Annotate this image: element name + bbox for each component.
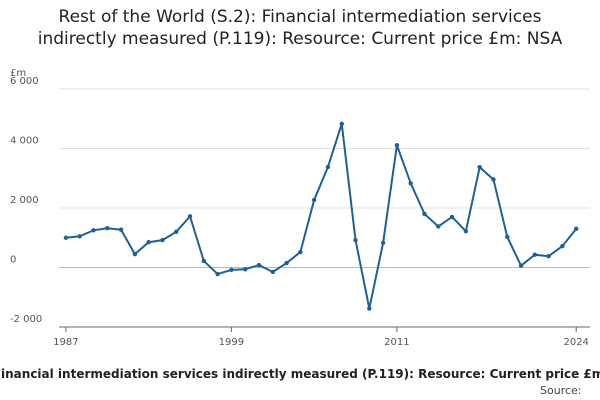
point	[394, 143, 400, 148]
y-tick-label: 0	[10, 255, 16, 266]
point	[256, 262, 262, 268]
point	[477, 165, 482, 170]
point	[353, 237, 358, 243]
y-unit: £m	[10, 68, 26, 79]
point	[532, 252, 538, 257]
point	[380, 240, 386, 246]
y-tick-label: 4 000	[10, 136, 39, 147]
x-tick-label: 1999	[219, 337, 244, 348]
point	[270, 269, 275, 275]
point	[422, 211, 427, 217]
point	[436, 224, 441, 229]
point	[187, 214, 193, 219]
point	[298, 249, 303, 255]
point	[325, 164, 331, 170]
point	[132, 251, 138, 257]
footer: Rest of the World (S.2): Financial inter…	[0, 367, 600, 381]
x-tick-label: 2024	[563, 337, 588, 348]
point	[174, 229, 179, 234]
point	[560, 243, 565, 249]
point	[91, 228, 96, 233]
point	[505, 234, 510, 240]
x-tick-label: 1987	[53, 337, 78, 348]
point	[242, 267, 248, 272]
y-tick-label: 6 000	[10, 76, 39, 87]
point	[408, 181, 413, 186]
point	[367, 306, 372, 311]
point	[215, 271, 220, 277]
point	[229, 267, 234, 273]
series-line	[65, 123, 577, 309]
y-tick-label: 2 000	[10, 195, 39, 206]
point	[284, 260, 289, 266]
point	[449, 214, 455, 220]
point	[63, 235, 69, 240]
x-tick-label: 2011	[384, 337, 409, 348]
point	[339, 121, 344, 127]
point	[118, 227, 124, 232]
point	[574, 226, 579, 232]
point	[77, 234, 82, 239]
point	[146, 240, 151, 245]
source: Source:	[540, 384, 582, 397]
point	[518, 263, 524, 268]
point	[201, 258, 207, 264]
point	[463, 229, 469, 234]
point	[105, 226, 110, 231]
point	[546, 253, 551, 259]
y-tick-label: -2 000	[10, 314, 42, 325]
point	[311, 197, 317, 203]
chart-title: Rest of the World (S.2): Financial inter…	[37, 7, 563, 49]
point	[491, 177, 496, 182]
point	[160, 237, 165, 243]
